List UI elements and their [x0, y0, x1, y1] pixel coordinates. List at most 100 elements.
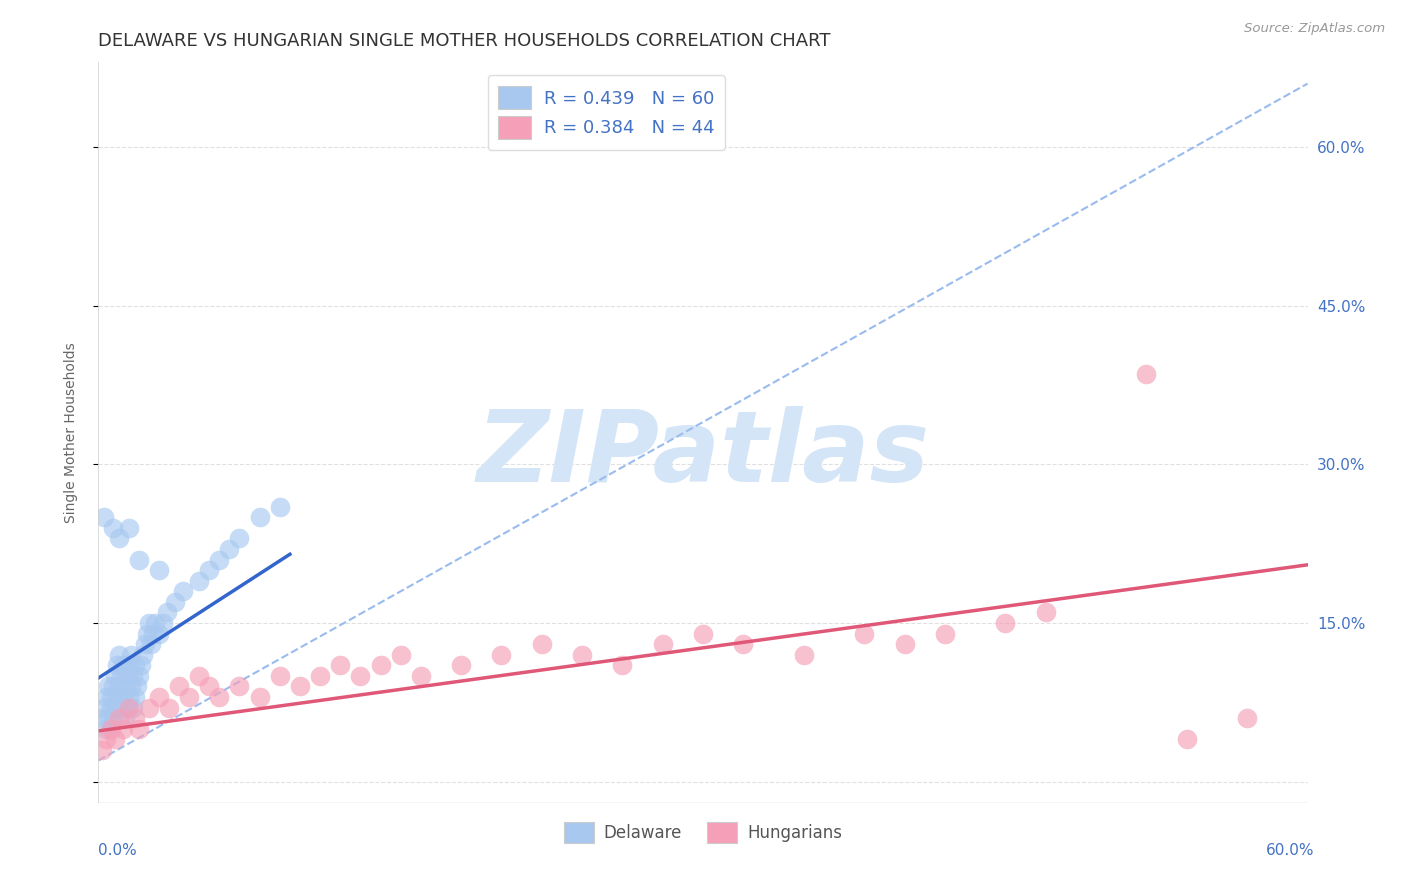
Point — [111, 690, 134, 704]
Point — [167, 680, 190, 694]
Point — [121, 669, 143, 683]
Point — [249, 690, 271, 704]
Point — [651, 637, 673, 651]
Y-axis label: Single Mother Households: Single Mother Households — [63, 343, 77, 523]
Point — [853, 626, 876, 640]
Point — [129, 658, 152, 673]
Point — [571, 648, 593, 662]
Point — [124, 690, 146, 704]
Text: Source: ZipAtlas.com: Source: ZipAtlas.com — [1244, 22, 1385, 36]
Text: 60.0%: 60.0% — [1267, 843, 1315, 858]
Point — [1035, 606, 1057, 620]
Point — [93, 510, 115, 524]
Point — [1135, 368, 1157, 382]
Point — [97, 680, 120, 694]
Point — [103, 669, 125, 683]
Point — [148, 563, 170, 577]
Point — [1236, 711, 1258, 725]
Point — [349, 669, 371, 683]
Point — [118, 521, 141, 535]
Point — [110, 700, 132, 714]
Point — [370, 658, 392, 673]
Point — [118, 690, 141, 704]
Point — [100, 690, 122, 704]
Text: 0.0%: 0.0% — [98, 843, 138, 858]
Point — [409, 669, 432, 683]
Point — [121, 700, 143, 714]
Point — [124, 711, 146, 725]
Point — [139, 637, 162, 651]
Point — [135, 626, 157, 640]
Point — [107, 711, 129, 725]
Point — [188, 669, 211, 683]
Point — [111, 658, 134, 673]
Point — [114, 680, 136, 694]
Point — [91, 711, 114, 725]
Point — [156, 606, 179, 620]
Point — [128, 722, 150, 736]
Point — [124, 658, 146, 673]
Point — [107, 532, 129, 546]
Point — [530, 637, 553, 651]
Point — [491, 648, 513, 662]
Point — [288, 680, 311, 694]
Point — [218, 541, 240, 556]
Point — [249, 510, 271, 524]
Point — [107, 648, 129, 662]
Point — [101, 711, 124, 725]
Point — [228, 680, 250, 694]
Point — [101, 521, 124, 535]
Point — [612, 658, 634, 673]
Point — [115, 700, 138, 714]
Point — [100, 700, 122, 714]
Point — [157, 700, 180, 714]
Point — [208, 690, 231, 704]
Point — [110, 669, 132, 683]
Point — [134, 637, 156, 651]
Point — [172, 584, 194, 599]
Point — [733, 637, 755, 651]
Point — [228, 532, 250, 546]
Point — [128, 552, 150, 566]
Point — [114, 711, 136, 725]
Point — [893, 637, 915, 651]
Point — [163, 595, 186, 609]
Point — [96, 722, 118, 736]
Point — [101, 680, 124, 694]
Point — [96, 732, 118, 747]
Point — [152, 615, 174, 630]
Point — [93, 700, 115, 714]
Point — [179, 690, 201, 704]
Point — [97, 711, 120, 725]
Point — [793, 648, 815, 662]
Point — [934, 626, 956, 640]
Point — [96, 690, 118, 704]
Point — [115, 669, 138, 683]
Point — [198, 680, 221, 694]
Point — [188, 574, 211, 588]
Point — [309, 669, 332, 683]
Point — [138, 700, 160, 714]
Point — [91, 743, 114, 757]
Point — [120, 680, 142, 694]
Legend: Delaware, Hungarians: Delaware, Hungarians — [557, 815, 849, 850]
Point — [107, 680, 129, 694]
Point — [148, 690, 170, 704]
Point — [103, 732, 125, 747]
Point — [103, 700, 125, 714]
Point — [138, 615, 160, 630]
Point — [208, 552, 231, 566]
Point — [118, 700, 141, 714]
Point — [100, 722, 122, 736]
Point — [269, 669, 291, 683]
Point — [132, 648, 155, 662]
Point — [148, 626, 170, 640]
Point — [105, 658, 128, 673]
Text: DELAWARE VS HUNGARIAN SINGLE MOTHER HOUSEHOLDS CORRELATION CHART: DELAWARE VS HUNGARIAN SINGLE MOTHER HOUS… — [98, 32, 831, 50]
Point — [198, 563, 221, 577]
Point — [1175, 732, 1198, 747]
Point — [994, 615, 1017, 630]
Text: ZIPatlas: ZIPatlas — [477, 407, 929, 503]
Point — [450, 658, 472, 673]
Point — [120, 648, 142, 662]
